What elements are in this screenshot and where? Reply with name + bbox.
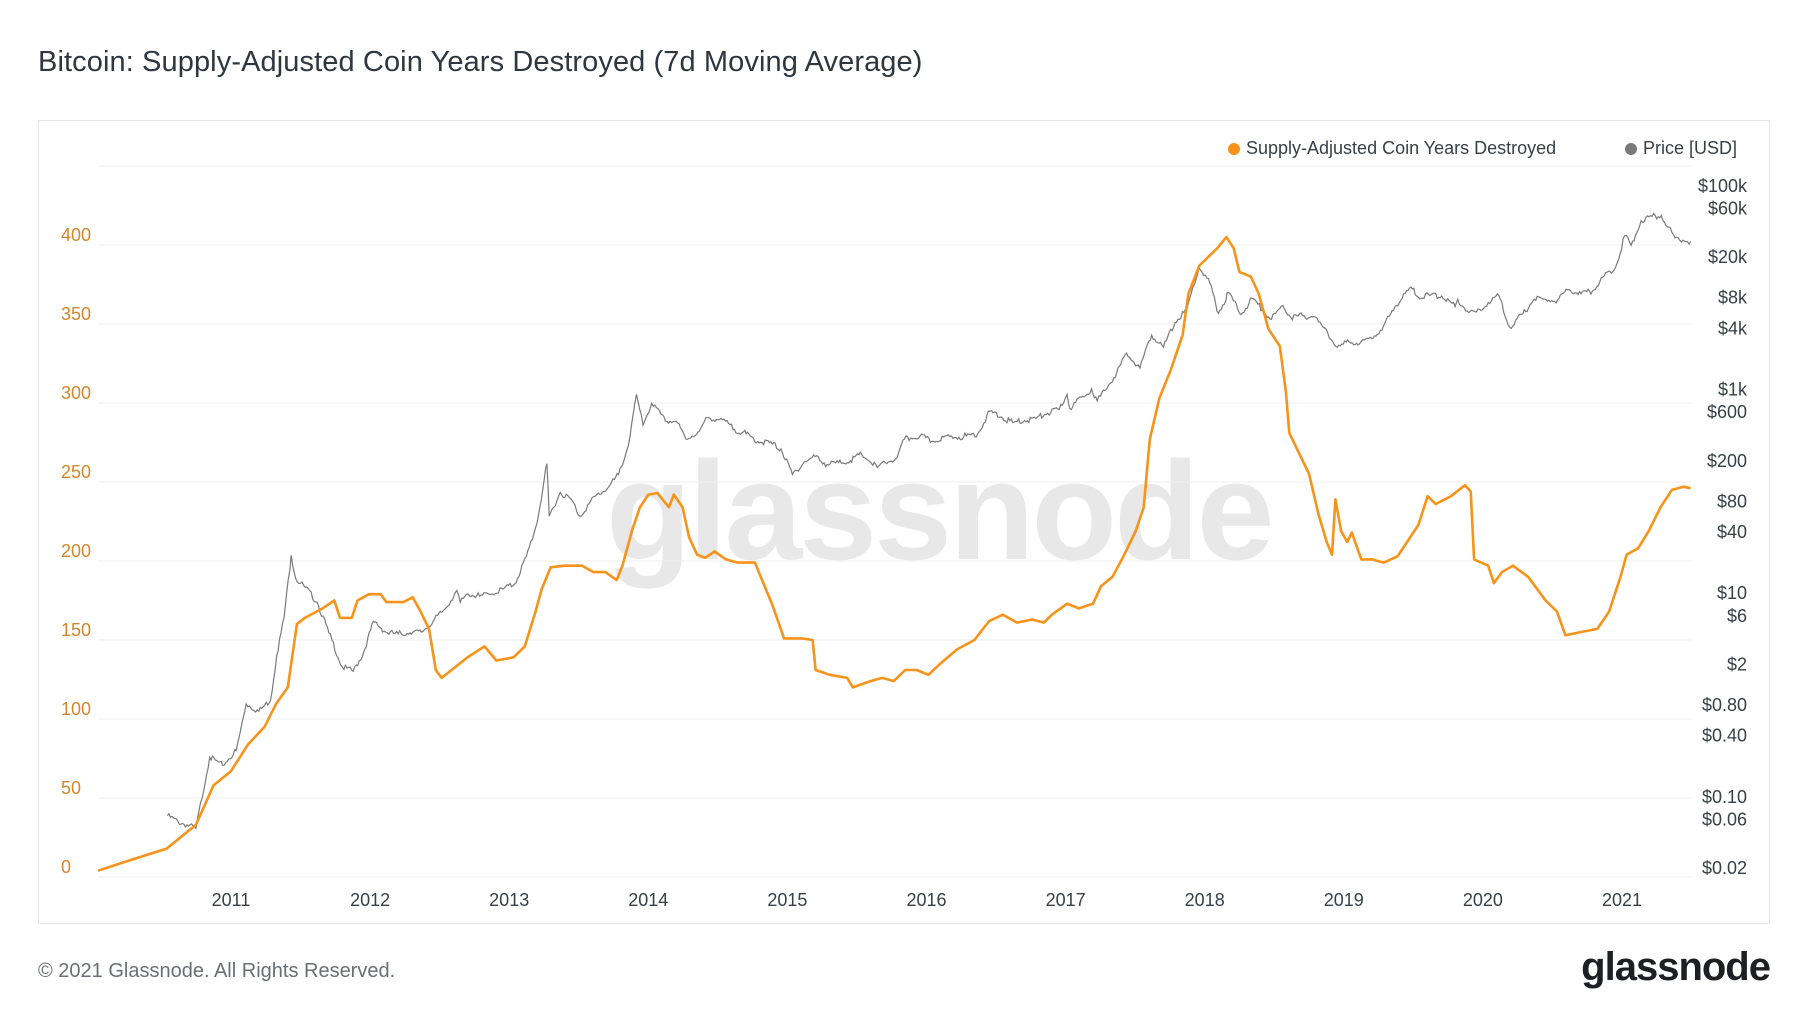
x-axis-tick-label: 2012 bbox=[350, 890, 390, 910]
right-axis-tick-label: $0.02 bbox=[1702, 858, 1747, 878]
x-axis-tick-label: 2011 bbox=[212, 890, 251, 910]
legend-dot-price-icon bbox=[1625, 142, 1637, 155]
series-line-supply-adjusted-cyd bbox=[97, 235, 1691, 872]
right-axis-tick-label: $4k bbox=[1718, 318, 1748, 338]
right-axis-tick-label: $0.10 bbox=[1702, 787, 1747, 807]
right-axis-tick-label: $0.40 bbox=[1702, 726, 1747, 746]
x-axis-tick-label: 2019 bbox=[1324, 890, 1364, 910]
legend-item-price[interactable]: Price [USD] bbox=[1625, 138, 1737, 159]
left-axis-tick-label: 150 bbox=[61, 620, 91, 640]
right-axis-tick-label: $600 bbox=[1707, 402, 1747, 422]
left-axis-tick-label: 200 bbox=[61, 541, 91, 561]
glassnode-logo: glassnode bbox=[1581, 945, 1771, 989]
right-axis-tick-label: $40 bbox=[1717, 522, 1747, 542]
right-axis-tick-label: $20k bbox=[1708, 247, 1748, 267]
chart-title: Bitcoin: Supply-Adjusted Coin Years Dest… bbox=[38, 46, 923, 78]
x-axis-tick-label: 2014 bbox=[628, 890, 668, 910]
legend-label-cyd: Supply-Adjusted Coin Years Destroyed bbox=[1246, 138, 1557, 158]
legend-item-cyd[interactable]: Supply-Adjusted Coin Years Destroyed bbox=[1228, 138, 1556, 159]
right-axis-tick-label: $0.06 bbox=[1702, 809, 1747, 829]
x-axis-tick-label: 2017 bbox=[1046, 890, 1086, 910]
right-axis-tick-label: $2 bbox=[1727, 654, 1747, 674]
legend-dot-cyd-icon bbox=[1228, 142, 1240, 155]
chart-frame bbox=[38, 120, 1770, 924]
x-axis-tick-label: 2021 bbox=[1602, 890, 1642, 910]
left-axis-tick-label: 0 bbox=[61, 857, 71, 877]
right-axis-tick-label: $0.80 bbox=[1702, 695, 1747, 715]
left-axis-tick-label: 50 bbox=[61, 778, 81, 798]
x-axis-tick-label: 2018 bbox=[1185, 890, 1225, 910]
right-axis-tick-label: $1k bbox=[1718, 380, 1748, 400]
right-axis-tick-label: $10 bbox=[1717, 583, 1747, 603]
x-axis-tick-label: 2015 bbox=[767, 890, 807, 910]
x-axis-tick-label: 2013 bbox=[489, 890, 529, 910]
right-axis-tick-label: $200 bbox=[1707, 451, 1747, 471]
legend-label-price: Price [USD] bbox=[1643, 138, 1738, 158]
left-axis-tick-label: 400 bbox=[61, 225, 91, 245]
series-line-price bbox=[166, 212, 1692, 831]
left-axis-tick-label: 300 bbox=[61, 383, 91, 403]
right-axis-tick-label: $6 bbox=[1727, 606, 1747, 626]
right-axis-tick-label: $60k bbox=[1708, 199, 1748, 219]
right-axis-tick-label: $100k bbox=[1698, 176, 1748, 196]
right-axis-tick-label: $8k bbox=[1718, 288, 1748, 308]
x-axis-tick-label: 2016 bbox=[906, 890, 946, 910]
x-axis-tick-label: 2020 bbox=[1463, 890, 1503, 910]
right-axis-tick-label: $80 bbox=[1717, 491, 1747, 511]
copyright: © 2021 Glassnode. All Rights Reserved. bbox=[38, 960, 396, 982]
left-axis-tick-label: 350 bbox=[61, 304, 91, 324]
left-axis-tick-label: 250 bbox=[61, 462, 91, 482]
watermark-glassnode: glassnode bbox=[606, 432, 1274, 589]
left-axis-tick-label: 100 bbox=[61, 699, 91, 719]
